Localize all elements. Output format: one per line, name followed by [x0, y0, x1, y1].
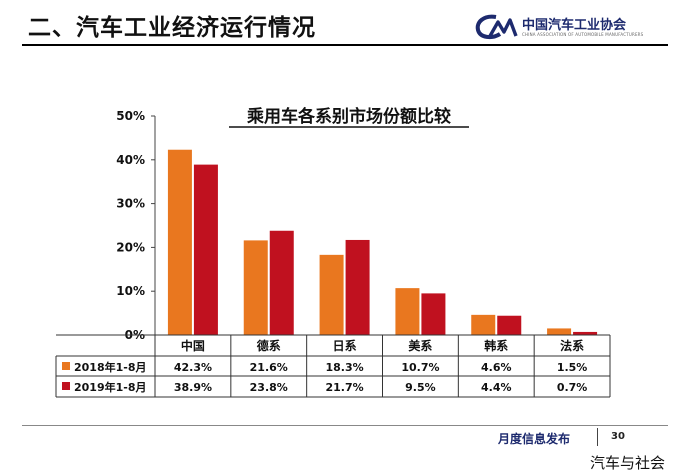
header-rule [22, 44, 668, 46]
page-title: 二、汽车工业经济运行情况 [28, 15, 316, 41]
bar-2019-4 [497, 315, 522, 335]
bar-2018-4 [471, 314, 496, 335]
bar-2019-2 [345, 239, 370, 335]
watermark-text: 汽车与社会 [590, 454, 666, 472]
bar-2018-2 [319, 254, 344, 335]
y-tick-label: 30% [116, 197, 145, 211]
chart-title: 乘用车各系别市场份额比较 [246, 106, 451, 127]
bar-2018-5 [547, 328, 572, 335]
footer-text: 月度信息发布 [498, 432, 571, 446]
x-tick-label: 日系 [333, 338, 357, 353]
data-label: 38.9% [174, 381, 212, 394]
bar-2018-1 [243, 240, 268, 335]
data-label: 21.7% [325, 381, 363, 394]
bar-2019-1 [269, 230, 294, 335]
data-label: 10.7% [401, 361, 439, 374]
data-label: 0.7% [557, 381, 588, 394]
data-label: 18.3% [325, 361, 363, 374]
x-tick-label: 中国 [181, 338, 205, 353]
caam-logo-icon [475, 14, 518, 40]
x-tick-label: 法系 [560, 338, 584, 353]
legend-label: 2019年1-8月 [74, 380, 147, 394]
logo-name: 中国汽车工业协会 [522, 18, 627, 33]
y-tick-label: 40% [116, 153, 145, 167]
bar-2019-5 [573, 331, 598, 335]
y-tick-label: 20% [116, 240, 145, 254]
legend-swatch-2018 [62, 362, 70, 370]
x-tick-label: 德系 [257, 338, 281, 353]
data-label: 9.5% [405, 381, 436, 394]
y-tick-label: 10% [116, 284, 145, 298]
x-tick-label: 美系 [408, 338, 432, 353]
bar-2019-3 [421, 293, 446, 335]
bar-2019-0 [193, 164, 218, 335]
footer-divider [597, 428, 598, 446]
y-tick-label: 50% [116, 109, 145, 123]
bar-2018-3 [395, 288, 420, 335]
data-label: 23.8% [250, 381, 288, 394]
data-label: 21.6% [250, 361, 288, 374]
logo-subtitle: CHINA ASSOCIATION OF AUTOMOBILE MANUFACT… [522, 32, 644, 37]
bar-2018-0 [167, 149, 192, 335]
data-label: 42.3% [174, 361, 212, 374]
x-tick-label: 韩系 [484, 338, 508, 353]
legend-swatch-2019 [62, 382, 70, 390]
legend-label: 2018年1-8月 [74, 360, 147, 374]
data-label: 4.4% [481, 381, 512, 394]
page-number: 30 [611, 431, 625, 442]
footer-rule [22, 425, 668, 426]
logo: 中国汽车工业协会 CHINA ASSOCIATION OF AUTOMOBILE… [474, 12, 674, 42]
data-label: 4.6% [481, 361, 512, 374]
data-label: 1.5% [557, 361, 588, 374]
